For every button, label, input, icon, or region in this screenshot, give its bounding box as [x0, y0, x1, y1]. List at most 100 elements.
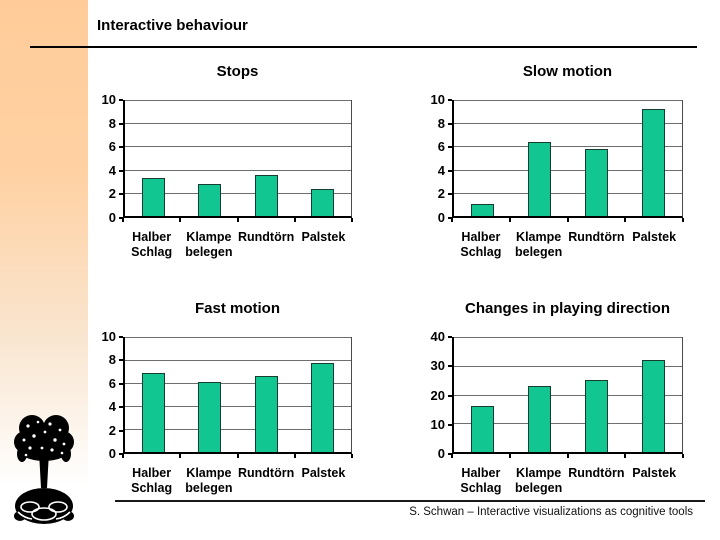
y-axis-tick-mark — [119, 453, 123, 455]
category-label-line: Halber — [132, 466, 172, 480]
y-axis-tick-label: 4 — [108, 162, 116, 178]
chart-title: Stops — [216, 63, 259, 80]
category-label: Klampe belegen — [180, 230, 237, 260]
category-label-line: Halber — [461, 466, 501, 480]
bar — [311, 189, 335, 216]
x-axis-tick-mark — [682, 454, 684, 458]
bar — [198, 183, 222, 216]
x-axis-tick-mark — [624, 454, 627, 458]
sidebar-gradient — [0, 0, 88, 540]
y-axis-tick-mark — [448, 453, 452, 455]
category-label: Halber Schlag — [123, 466, 180, 496]
y-axis-tick-label: 6 — [108, 375, 116, 391]
category-label: Palstek — [295, 230, 352, 245]
plot-area — [123, 100, 352, 218]
y-axis-tick-label: 8 — [108, 115, 116, 131]
gridline — [125, 406, 351, 407]
bar — [254, 376, 278, 452]
gridline — [125, 337, 351, 338]
gridline — [454, 123, 682, 125]
y-axis-tick-mark — [119, 99, 123, 101]
x-axis-tick-mark — [122, 218, 124, 222]
category-label: Rundtörn — [568, 230, 626, 245]
gridline — [125, 383, 351, 384]
bar — [528, 141, 551, 216]
category-label-line: belegen — [515, 245, 563, 259]
y-axis-tick-label: 20 — [430, 387, 445, 403]
x-axis-tick-mark — [122, 454, 124, 458]
bar — [642, 109, 665, 216]
category-label: Rundtörn — [238, 230, 295, 245]
category-label: Palstek — [625, 230, 683, 245]
gridline — [125, 100, 351, 101]
category-label-line: Rundtörn — [238, 466, 295, 480]
category-label-line: Schlag — [131, 245, 173, 259]
y-axis-tick-mark — [448, 394, 452, 397]
x-axis-tick-mark — [566, 454, 569, 458]
y-axis-tick-mark — [448, 365, 452, 368]
x-axis-tick-mark — [179, 218, 182, 222]
x-axis-tick-mark — [508, 218, 511, 222]
x-axis-tick-mark — [682, 218, 684, 222]
gridline — [125, 429, 351, 430]
bar — [141, 372, 165, 452]
bar-chart-slow-motion: Slow motion 0 2 4 6 8 10 Halber Schlag Klampe bel… — [431, 63, 684, 259]
gridline — [125, 146, 351, 148]
category-label-line: Klampe — [516, 230, 562, 244]
y-axis-tick-label: 10 — [430, 92, 445, 107]
category-label-line: Klampe — [186, 466, 232, 480]
category-label-line: belegen — [185, 245, 233, 259]
bar — [141, 177, 165, 216]
x-axis-tick-mark — [293, 454, 296, 458]
y-axis-tick-mark — [119, 429, 123, 432]
category-label-line: Rundtörn — [568, 230, 625, 244]
y-axis-tick-label: 6 — [108, 139, 116, 155]
category-label-line: belegen — [515, 481, 563, 495]
category-label-line: Palstek — [632, 230, 677, 244]
bar-chart-fast-motion: Fast motion 0 2 4 6 8 10 Halber Schlag Klampe bel… — [102, 300, 353, 495]
chart-title: Slow motion — [522, 63, 613, 80]
gridline — [454, 192, 682, 194]
category-label-line: Klampe — [186, 230, 232, 244]
y-axis-tick-label: 30 — [430, 358, 445, 374]
gridline — [125, 192, 351, 194]
chart-title: Fast motion — [195, 300, 280, 317]
y-axis-tick-mark — [448, 169, 452, 172]
plot-area — [452, 100, 683, 218]
y-axis-tick-mark — [119, 146, 123, 149]
gridline — [454, 337, 682, 338]
bar-chart-playing-direction: Changes in playing direction 0 10 20 30 40 Ha… — [431, 300, 684, 495]
gridline — [454, 100, 682, 101]
category-label: Halber Schlag — [452, 466, 510, 496]
bar — [585, 380, 608, 452]
category-label-line: Rundtörn — [568, 466, 625, 480]
x-axis-tick-mark — [351, 454, 353, 458]
tree-logo-icon — [14, 415, 74, 524]
y-axis-tick-mark — [448, 99, 452, 101]
bar — [471, 204, 494, 216]
gridline — [125, 169, 351, 171]
y-axis-tick-mark — [448, 193, 452, 196]
y-axis-tick-mark — [119, 406, 123, 409]
y-axis-tick-label: 0 — [108, 446, 116, 461]
category-label: Rundtörn — [568, 466, 626, 481]
y-axis-tick-label: 2 — [437, 186, 445, 202]
category-label-line: Palstek — [301, 466, 346, 480]
x-axis-tick-mark — [236, 218, 239, 222]
category-label: Palstek — [295, 466, 352, 481]
bar — [198, 381, 222, 452]
gridline — [454, 169, 682, 171]
category-label-line: Rundtörn — [238, 230, 295, 244]
x-axis-tick-mark — [566, 218, 569, 222]
category-label-line: Schlag — [460, 245, 502, 259]
y-axis-tick-label: 10 — [101, 329, 116, 344]
gridline — [454, 365, 682, 367]
bar-chart-stops: Stops 0 2 4 6 8 10 Halber Schlag Klampe belegen Ru… — [102, 63, 353, 259]
plot-area — [123, 337, 352, 454]
bar — [254, 175, 278, 216]
category-label: Klampe belegen — [180, 466, 237, 496]
gridline — [125, 360, 351, 361]
y-axis-tick-mark — [448, 122, 452, 125]
x-axis-tick-mark — [179, 454, 182, 458]
